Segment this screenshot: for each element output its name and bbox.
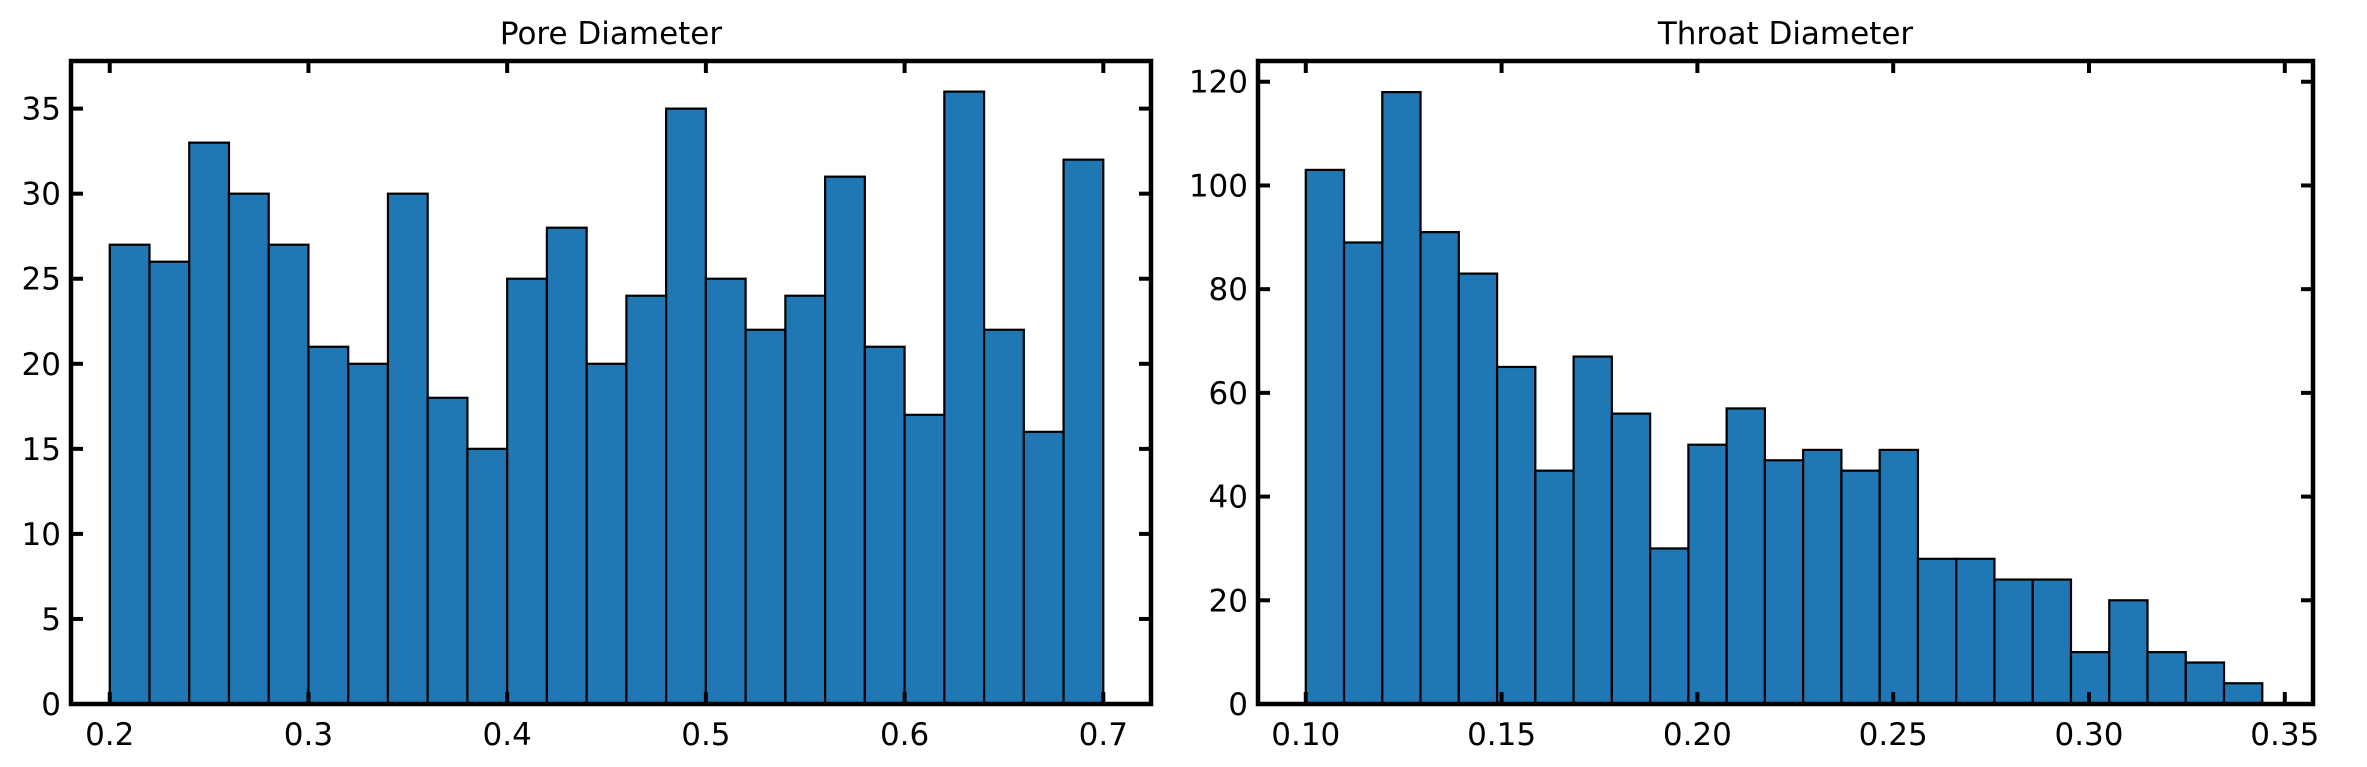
histogram-bar [466, 447, 509, 706]
x-tick-label: 0.2 [85, 717, 134, 753]
histogram-bar [267, 243, 310, 706]
histogram-bar [665, 107, 707, 706]
histogram-bar [1687, 443, 1728, 706]
histogram-bar [1534, 469, 1575, 706]
histogram-bar [1572, 355, 1613, 706]
histogram-bar [2222, 682, 2264, 706]
histogram-bar [108, 243, 151, 706]
histogram-bar [1342, 241, 1384, 706]
x-tick-label: 0.25 [1859, 717, 1928, 753]
histogram-bar [1916, 557, 1958, 706]
y-tick-label: 20 [22, 347, 61, 383]
y-tick-label: 80 [1209, 272, 1248, 308]
histogram-bar [2146, 651, 2187, 706]
x-tick-label: 0.20 [1663, 717, 1732, 753]
chart-title: Throat Diameter [1657, 16, 1914, 52]
x-tick-label: 0.15 [1467, 717, 1536, 753]
histogram-bar [545, 226, 588, 706]
histogram-bar [1381, 91, 1422, 706]
y-tick-label: 10 [22, 517, 61, 553]
chart-panel-1: 0.2 0.3 0.4 0.5 0.6 0.7 0 5 10 15 20 25 30 35 Pore Dia… [22, 16, 1154, 753]
histogram-bar [1649, 547, 1690, 706]
y-tick-label: 30 [22, 177, 61, 213]
histogram-bar [2031, 578, 2073, 706]
histogram-bar [943, 90, 986, 706]
y-tick-label: 35 [22, 92, 61, 128]
histogram-bar [1062, 158, 1105, 706]
histogram-bar [148, 260, 191, 706]
histogram-bar [1878, 448, 1920, 706]
histogram-bar [1022, 430, 1065, 706]
histogram-bar [903, 413, 946, 706]
histogram-bar [307, 345, 350, 706]
histogram-bar [506, 277, 549, 706]
x-tick-label: 0.4 [483, 717, 532, 753]
y-tick-label: 100 [1189, 168, 1248, 204]
histogram-bar [1610, 412, 1652, 706]
y-tick-label: 0 [41, 687, 61, 723]
chart-panel-2: 0.10 0.15 0.20 0.25 0.30 0.35 0 20 40 60 80 100 120 T… [1189, 16, 2319, 753]
chart-title: Pore Diameter [500, 16, 723, 52]
histogram-bar [2184, 661, 2226, 706]
histogram-bar [585, 362, 628, 706]
histogram-bar [1955, 557, 1996, 706]
y-tick-label: 25 [22, 262, 61, 298]
histogram-bar [227, 192, 270, 706]
x-tick-label: 0.35 [2250, 717, 2319, 753]
histogram-bar [863, 345, 906, 706]
histogram-bar [426, 396, 469, 706]
y-tick-label: 20 [1209, 583, 1248, 619]
histogram-bar [386, 192, 429, 706]
histogram-bar [824, 175, 866, 706]
histogram-bar [1457, 272, 1499, 706]
histogram-bar [1725, 407, 1767, 706]
y-tick-label: 40 [1209, 480, 1248, 516]
y-tick-label: 120 [1189, 65, 1248, 101]
histogram-bar [744, 328, 787, 706]
histogram-bar [2108, 599, 2149, 706]
axes-frame [68, 58, 1154, 707]
histogram-bar [982, 328, 1025, 706]
x-tick-label: 0.7 [1079, 717, 1128, 753]
y-tick-label: 0 [1228, 687, 1248, 723]
x-tick-label: 0.10 [1271, 717, 1340, 753]
axes-frame [1255, 58, 2316, 707]
histogram-bar [1802, 448, 1843, 706]
histogram-bar [704, 277, 747, 706]
y-tick-label: 60 [1209, 376, 1248, 412]
x-tick-label: 0.3 [284, 717, 333, 753]
histogram-bar [1993, 578, 2034, 706]
y-tick-label: 5 [41, 602, 61, 638]
x-tick-label: 0.5 [681, 717, 730, 753]
histogram-bar [347, 362, 390, 706]
x-tick-label: 0.30 [2054, 717, 2123, 753]
histogram-bar [1840, 469, 1881, 706]
histogram-bar [1419, 231, 1460, 706]
histogram-bar [1763, 459, 1805, 706]
x-tick-label: 0.6 [880, 717, 929, 753]
histogram-bar [1495, 365, 1537, 706]
y-tick-label: 15 [22, 432, 61, 468]
histogram-bar [625, 294, 668, 706]
histogram-bar [784, 294, 827, 706]
histogram-bar [188, 141, 231, 706]
histogram-bar [1304, 168, 1346, 706]
